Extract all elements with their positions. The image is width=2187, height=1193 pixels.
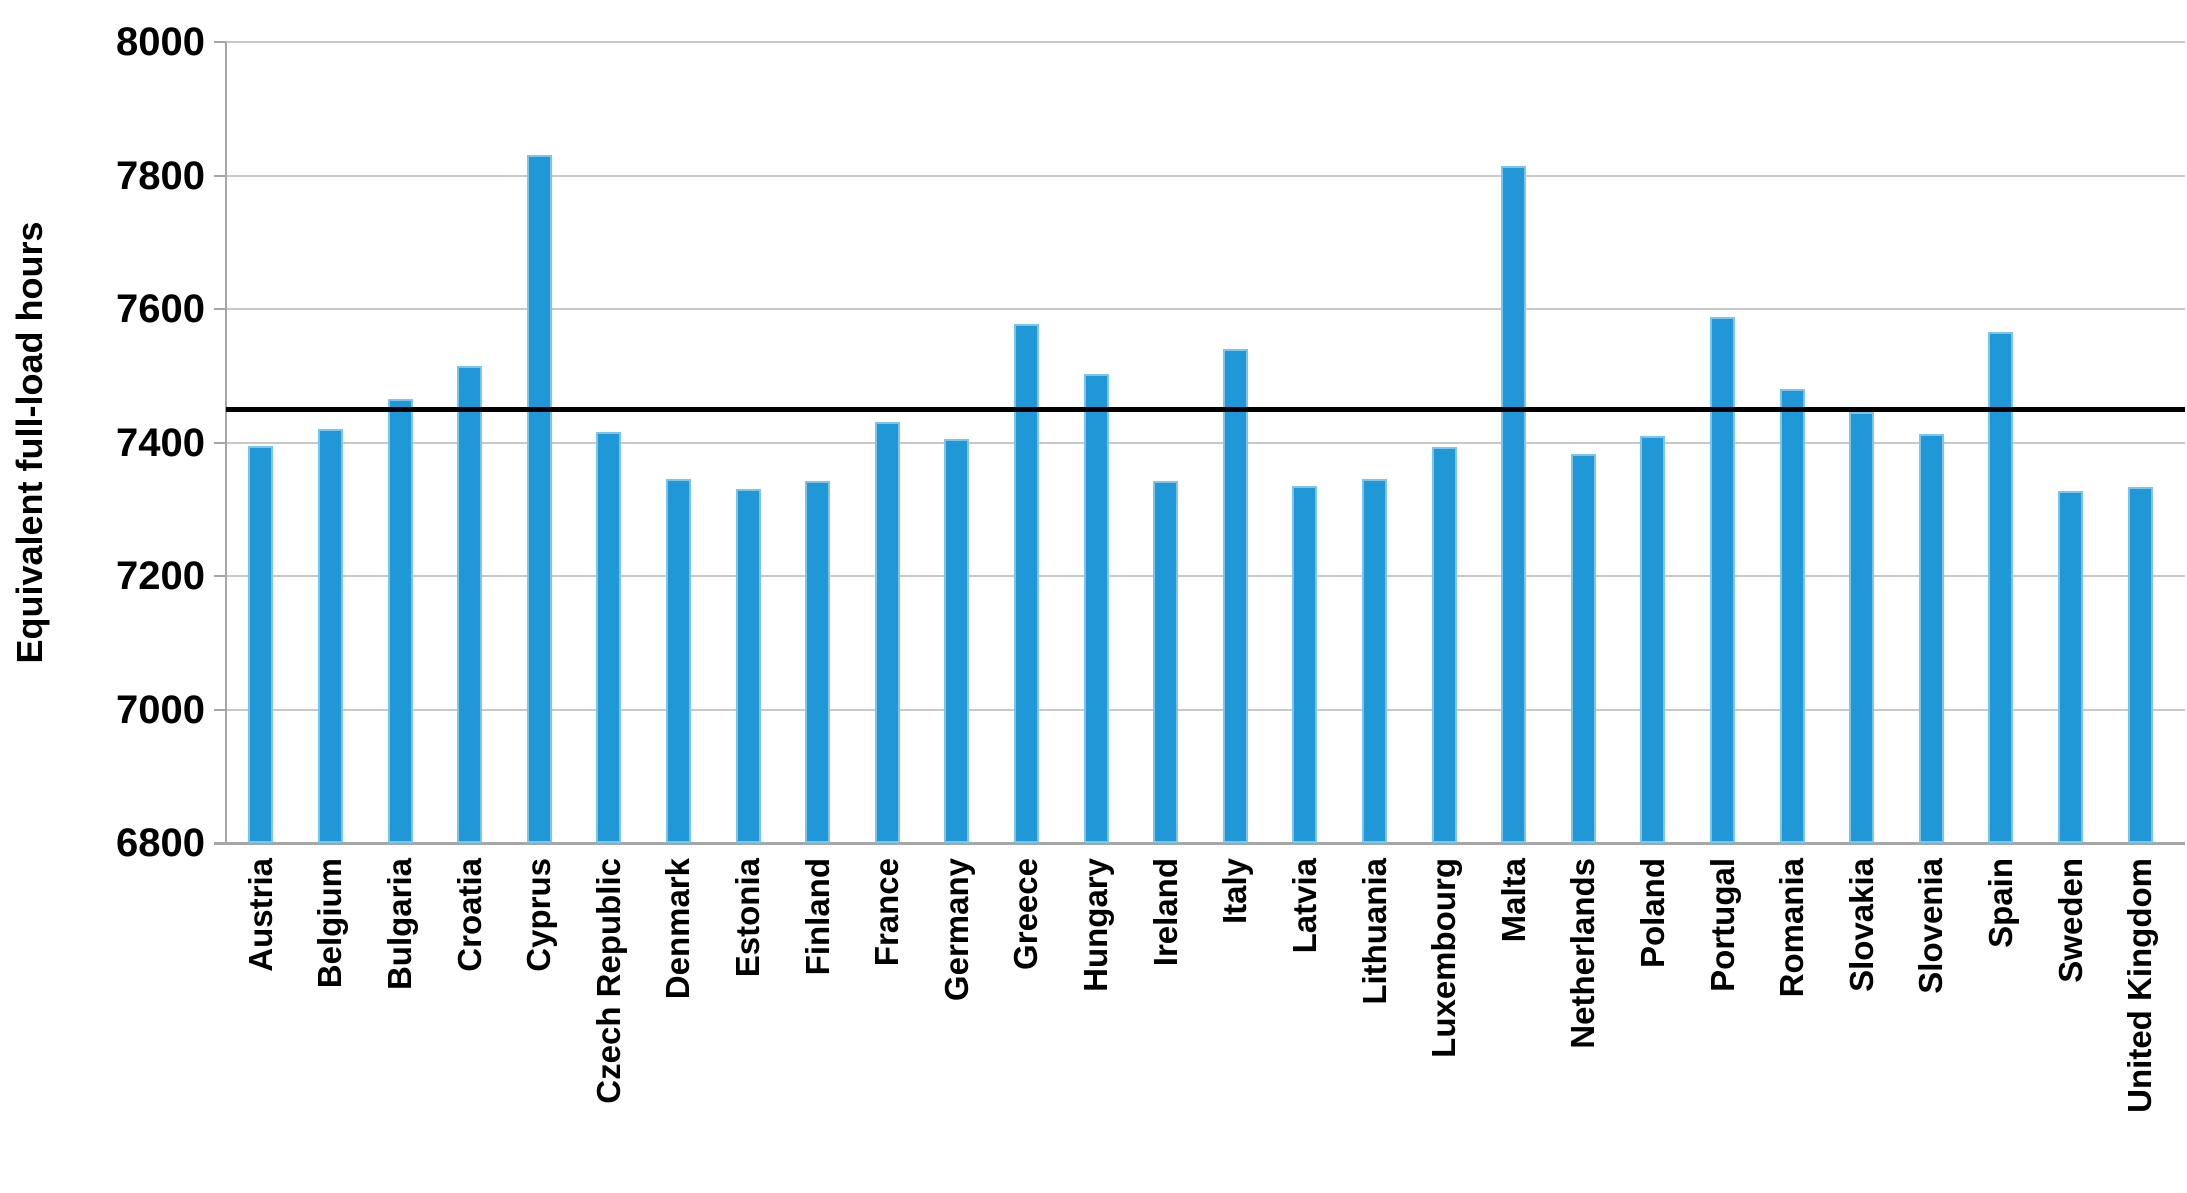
- x-axis-label-latvia: Latvia: [1285, 858, 1323, 954]
- bar-belgium: [317, 429, 343, 843]
- bar-estonia: [735, 489, 761, 843]
- x-axis-label-sweden: Sweden: [2051, 858, 2089, 983]
- y-axis-title: Equivalent full-load hours: [9, 221, 50, 664]
- bar-poland: [1640, 435, 1666, 843]
- gridline-7000: [226, 708, 2185, 711]
- x-axis-label-malta: Malta: [1494, 858, 1532, 943]
- y-axis-tick-7600: [214, 308, 226, 310]
- y-axis-tick-label-8000: 8000: [116, 20, 205, 64]
- x-axis-label-cyprus: Cyprus: [520, 858, 558, 972]
- average-reference-line: [226, 406, 2185, 412]
- x-axis-label-croatia: Croatia: [450, 858, 488, 972]
- bar-italy: [1222, 349, 1248, 843]
- bar-austria: [248, 445, 274, 843]
- x-axis-label-lithuania: Lithuania: [1355, 858, 1393, 1005]
- bar-slovakia: [1849, 412, 1875, 843]
- y-axis-tick-label-7000: 7000: [116, 687, 205, 732]
- bar-hungary: [1083, 373, 1109, 843]
- x-axis-label-bulgaria: Bulgaria: [381, 858, 419, 991]
- y-axis-tick-7400: [214, 441, 226, 444]
- x-axis-label-portugal: Portugal: [1703, 858, 1741, 992]
- bar-sweden: [2058, 490, 2084, 843]
- bar-portugal: [1710, 317, 1736, 843]
- y-axis-tick-label-7800: 7800: [116, 153, 205, 198]
- bar-luxembourg: [1431, 447, 1457, 843]
- x-axis-label-czech-republic: Czech Republic: [589, 858, 627, 1104]
- gridline-7200: [226, 575, 2185, 577]
- x-axis-label-luxembourg: Luxembourg: [1425, 858, 1463, 1058]
- x-axis-label-estonia: Estonia: [729, 858, 767, 978]
- bar-romania: [1779, 389, 1805, 843]
- x-axis-label-slovakia: Slovakia: [1842, 858, 1880, 992]
- y-axis-tick-label-6800: 6800: [116, 821, 205, 865]
- x-axis-label-slovenia: Slovenia: [1912, 858, 1950, 994]
- bar-ireland: [1153, 480, 1179, 843]
- x-axis-label-belgium: Belgium: [311, 858, 349, 989]
- x-axis-label-netherlands: Netherlands: [1564, 858, 1602, 1049]
- x-axis-line: [214, 842, 2185, 845]
- bar-netherlands: [1570, 453, 1596, 843]
- y-axis-tick-7800: [214, 174, 226, 177]
- y-axis-tick-label-7200: 7200: [116, 554, 205, 598]
- x-axis-label-denmark: Denmark: [659, 858, 697, 1000]
- bar-lithuania: [1362, 479, 1388, 843]
- y-axis-tick-7200: [214, 575, 226, 577]
- x-axis-label-france: France: [868, 858, 906, 967]
- bar-france: [874, 422, 900, 843]
- bar-finland: [805, 480, 831, 843]
- bar-spain: [1988, 332, 2014, 843]
- x-axis-label-ireland: Ireland: [1146, 858, 1184, 967]
- x-axis-label-greece: Greece: [1007, 858, 1045, 970]
- x-axis-label-germany: Germany: [937, 858, 975, 1002]
- x-axis-label-romania: Romania: [1773, 858, 1811, 998]
- gridline-7600: [226, 308, 2185, 310]
- x-axis-label-united-kingdom: United Kingdom: [2121, 858, 2159, 1113]
- bar-cyprus: [526, 155, 552, 843]
- bar-latvia: [1292, 485, 1318, 843]
- x-axis-label-hungary: Hungary: [1077, 858, 1115, 992]
- gridline-7400: [226, 441, 2185, 444]
- y-axis-line: [225, 42, 227, 843]
- bar-united-kingdom: [2127, 487, 2153, 843]
- gridline-7800: [226, 174, 2185, 177]
- x-axis-label-poland: Poland: [1633, 858, 1671, 969]
- x-axis-label-austria: Austria: [241, 858, 279, 972]
- y-axis-tick-7000: [214, 708, 226, 711]
- bar-germany: [944, 439, 970, 843]
- y-axis-tick-label-7400: 7400: [116, 420, 205, 465]
- x-axis-label-italy: Italy: [1216, 858, 1254, 925]
- bar-czech-republic: [596, 432, 622, 843]
- bar-slovenia: [1918, 433, 1944, 843]
- bar-denmark: [665, 479, 691, 843]
- gridline-8000: [226, 41, 2185, 43]
- bar-bulgaria: [387, 399, 413, 843]
- y-axis-tick-8000: [214, 41, 226, 43]
- bar-malta: [1501, 166, 1527, 843]
- bar-croatia: [457, 365, 483, 843]
- bar-greece: [1013, 323, 1039, 843]
- x-axis-label-finland: Finland: [798, 858, 836, 976]
- y-axis-tick-label-7600: 7600: [116, 287, 205, 331]
- x-axis-label-spain: Spain: [1981, 858, 2019, 948]
